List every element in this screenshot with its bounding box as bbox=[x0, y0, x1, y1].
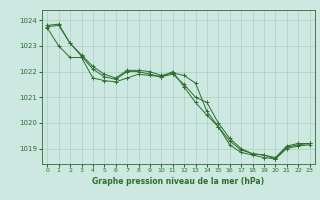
X-axis label: Graphe pression niveau de la mer (hPa): Graphe pression niveau de la mer (hPa) bbox=[92, 177, 264, 186]
